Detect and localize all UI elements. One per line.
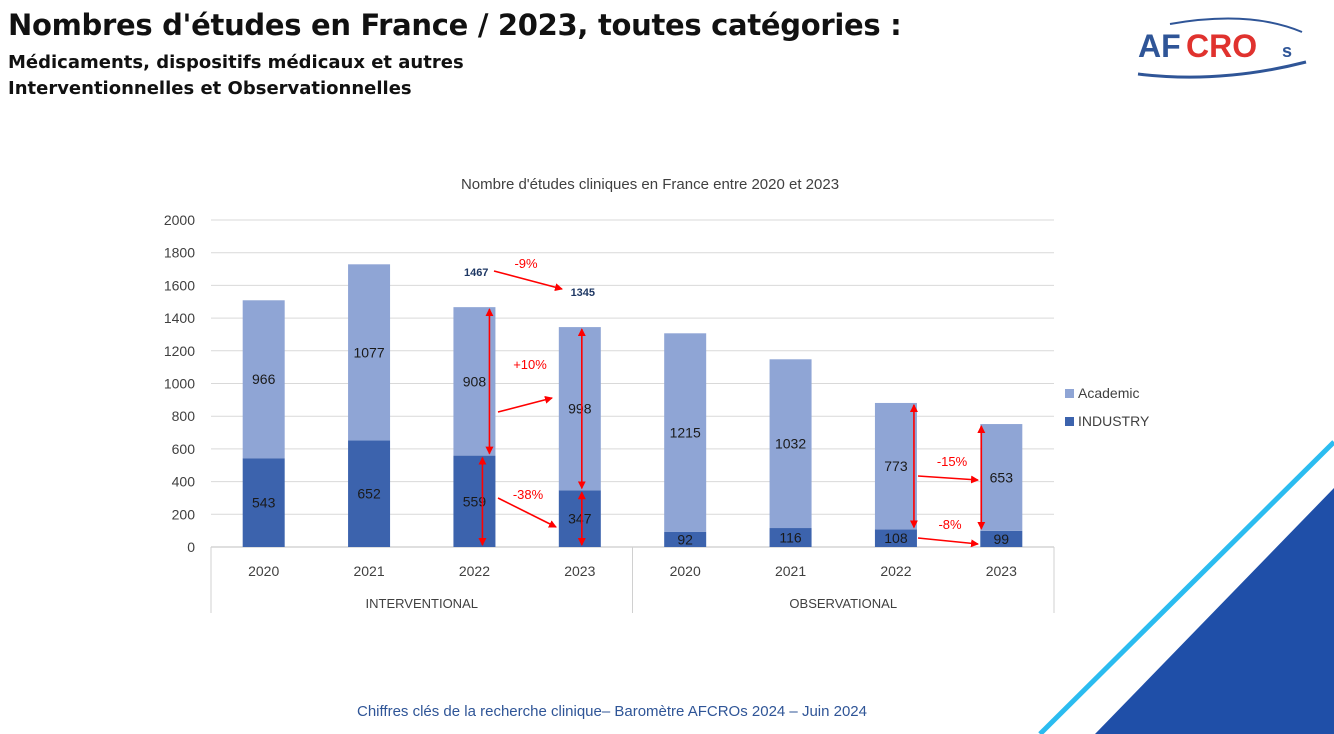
page-subtitle-2: Interventionnelles et Observationnelles xyxy=(8,78,412,99)
change-arrow xyxy=(497,497,557,528)
legend: Academic INDUSTRY xyxy=(1065,385,1150,429)
footer-source: Chiffres clés de la recherche clinique– … xyxy=(357,703,867,720)
axes: 0 200 400 600 800 1000 1200 1400 1600 1800 2000 202… xyxy=(164,212,1055,613)
bar-industry xyxy=(980,530,1023,547)
legend-swatch xyxy=(1065,389,1074,398)
afcros-logo: AF CRO s xyxy=(1137,17,1307,79)
group-label: INTERVENTIONAL xyxy=(366,596,478,611)
x-tick-label: 2020 xyxy=(670,563,701,579)
change-arrow xyxy=(493,270,563,292)
bar-value-label: 773 xyxy=(884,458,908,474)
change-arrow xyxy=(917,537,979,548)
bar-value-label: 1032 xyxy=(775,436,806,452)
bar-industry xyxy=(242,458,285,547)
bar-academic xyxy=(664,333,707,532)
bar-value-label: 1215 xyxy=(670,425,701,441)
y-tick-label: 1000 xyxy=(164,376,195,392)
chart-title: Nombre d'études cliniques en France entr… xyxy=(461,176,839,193)
change-label: -9% xyxy=(514,256,538,271)
annotations: 1467 1345 -9% +10% -38% -15% -8% xyxy=(464,256,986,548)
total-label: 1467 xyxy=(464,267,488,279)
x-tick-label: 2021 xyxy=(353,563,384,579)
bar-value-label: 347 xyxy=(568,511,592,527)
change-arrow xyxy=(497,395,553,413)
y-tick-label: 1200 xyxy=(164,343,195,359)
x-tick-label: 2020 xyxy=(248,563,279,579)
x-tick-label: 2021 xyxy=(775,563,806,579)
bars: 5439666521077559908347998921215116103210… xyxy=(242,264,1023,547)
bar-value-label: 92 xyxy=(677,531,693,547)
bar-value-label: 543 xyxy=(252,495,276,511)
group-label: OBSERVATIONAL xyxy=(789,596,897,611)
bar-value-label: 652 xyxy=(357,486,381,502)
change-label: -8% xyxy=(938,517,962,532)
change-label: -38% xyxy=(513,487,544,502)
svg-text:s: s xyxy=(1282,41,1292,61)
bar-value-label: 998 xyxy=(568,401,592,417)
y-tick-label: 0 xyxy=(187,539,195,555)
gridlines xyxy=(211,219,1054,548)
x-tick-label: 2022 xyxy=(880,563,911,579)
bar-industry xyxy=(453,455,496,547)
bar-academic xyxy=(348,264,391,441)
change-arrow xyxy=(917,475,979,484)
y-tick-label: 1800 xyxy=(164,245,195,261)
y-tick-label: 1400 xyxy=(164,310,195,326)
bar-value-label: 99 xyxy=(994,531,1010,547)
bar-industry xyxy=(664,531,707,547)
y-tick-label: 200 xyxy=(172,506,196,522)
bar-value-label: 653 xyxy=(990,469,1014,485)
x-tick-label: 2022 xyxy=(459,563,490,579)
legend-label: INDUSTRY xyxy=(1078,413,1150,429)
total-label: 1345 xyxy=(571,287,595,299)
bar-industry xyxy=(769,528,812,547)
y-tick-label: 2000 xyxy=(164,212,195,228)
y-tick-label: 400 xyxy=(172,474,196,490)
page-subtitle-1: Médicaments, dispositifs médicaux et aut… xyxy=(8,52,464,73)
bar-value-label: 108 xyxy=(884,530,908,546)
change-label: -15% xyxy=(937,454,968,469)
bar-value-label: 966 xyxy=(252,371,276,387)
x-tick-label: 2023 xyxy=(986,563,1017,579)
x-tick-label: 2023 xyxy=(564,563,595,579)
y-tick-label: 1600 xyxy=(164,277,195,293)
legend-label: Academic xyxy=(1078,385,1139,401)
bar-industry xyxy=(874,529,917,547)
bar-industry xyxy=(348,440,391,547)
bar-value-label: 1077 xyxy=(353,344,384,360)
bar-value-label: 116 xyxy=(779,530,802,546)
bar-academic xyxy=(242,300,285,459)
y-tick-label: 800 xyxy=(172,408,196,424)
svg-text:CRO: CRO xyxy=(1186,28,1257,64)
page-title: Nombres d'études en France / 2023, toute… xyxy=(8,8,902,42)
y-tick-label: 600 xyxy=(172,441,196,457)
svg-text:AF: AF xyxy=(1138,28,1181,64)
legend-swatch xyxy=(1065,417,1074,426)
bar-academic xyxy=(980,424,1023,531)
bar-value-label: 908 xyxy=(463,373,487,389)
change-label: +10% xyxy=(513,357,547,372)
bar-academic xyxy=(769,359,812,529)
